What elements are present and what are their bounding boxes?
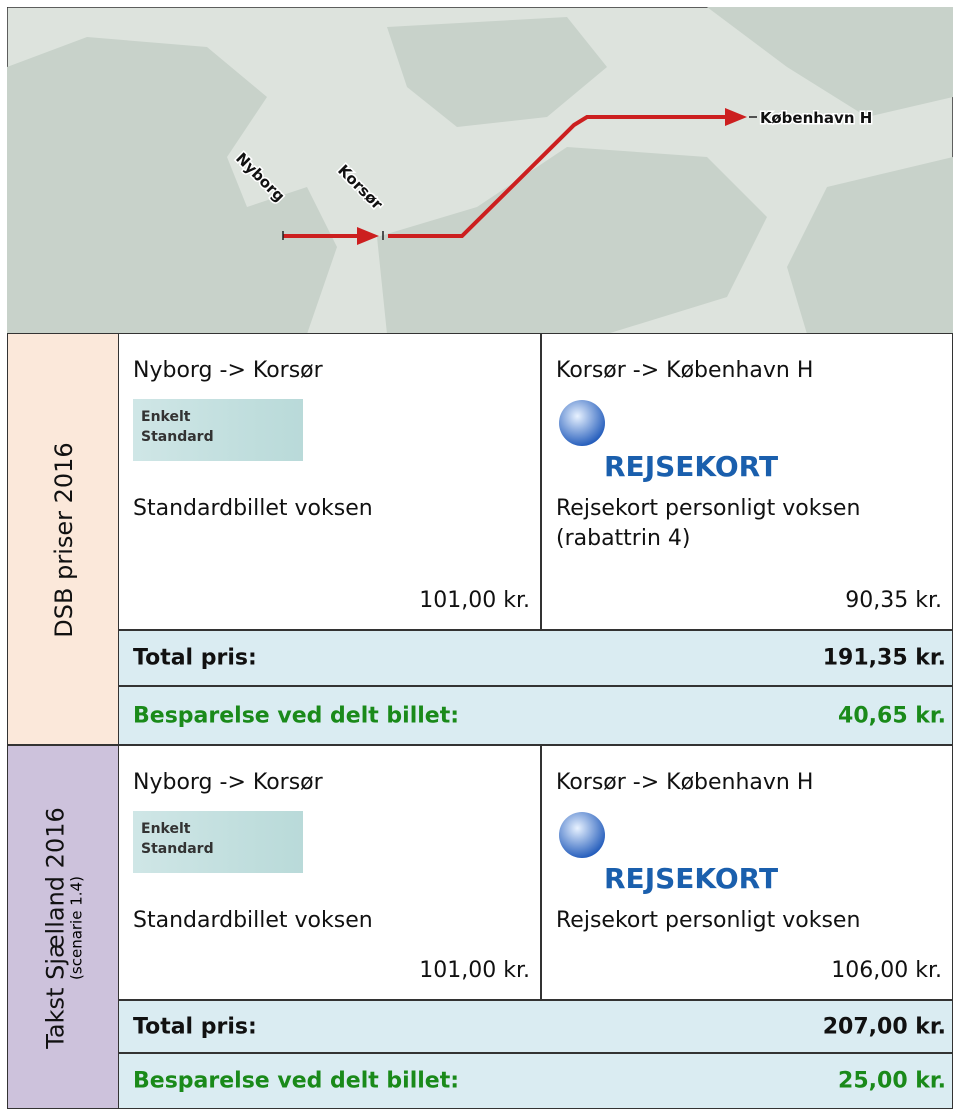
section-label: DSB priser 2016	[49, 334, 78, 746]
ticket-text: Standard	[141, 841, 214, 857]
ticket-text: Enkelt	[141, 409, 191, 425]
leg-route: Nyborg -> Korsør	[133, 358, 323, 383]
total-value: 191,35 kr.	[822, 645, 946, 671]
section-label-cell: DSB priser 2016	[7, 333, 119, 745]
total-row: Total pris: 191,35 kr.	[118, 630, 953, 686]
ticket-text: Standard	[141, 429, 214, 445]
savings-label: Besparelse ved delt billet:	[133, 1068, 460, 1094]
leg-description: Rejsekort personligt voksen (rabattrin 4…	[556, 496, 861, 551]
savings-row: Besparelse ved delt billet: 40,65 kr.	[118, 686, 953, 745]
leg-description: Standardbillet voksen	[133, 908, 373, 933]
leg-price: 90,35 kr.	[845, 588, 942, 613]
land	[7, 7, 953, 334]
section-title: DSB priser 2016	[49, 442, 78, 638]
leg-cell: Nyborg -> Korsør Enkelt Standard Standardbi…	[118, 745, 541, 1000]
savings-row: Besparelse ved delt billet: 25,00 kr.	[118, 1053, 953, 1109]
logo-text: REJSEKORT	[604, 862, 778, 895]
savings-label: Besparelse ved delt billet:	[133, 703, 460, 728]
leg-price: 101,00 kr.	[419, 588, 530, 613]
arrow	[725, 108, 747, 126]
section-sublabel: (scenarie 1.4)	[67, 876, 86, 980]
leg-description: Rejsekort personligt voksen	[556, 908, 861, 933]
total-value: 207,00 kr.	[822, 1014, 946, 1039]
logo-text: REJSEKORT	[604, 450, 778, 483]
map-label: København H	[760, 109, 872, 127]
section-label-cell: Takst Sjælland 2016 (scenarie 1.4)	[7, 745, 119, 1109]
total-label: Total pris:	[133, 645, 257, 671]
savings-value: 40,65 kr.	[838, 703, 946, 728]
route-map: Nyborg Korsør København H	[7, 7, 953, 334]
leg-description: Standardbillet voksen	[133, 496, 373, 521]
arrow	[357, 227, 379, 245]
leg-cell: Korsør -> København H REJSEKORT Rejsekort …	[541, 745, 953, 1000]
total-label: Total pris:	[133, 1014, 257, 1039]
leg-cell: Korsør -> København H REJSEKORT Rejsekort …	[541, 333, 953, 630]
leg-price: 106,00 kr.	[831, 958, 942, 983]
leg-route: Korsør -> København H	[556, 770, 814, 795]
rejsekort-logo: REJSEKORT	[559, 812, 778, 895]
rejsekort-logo: REJSEKORT	[559, 400, 778, 483]
logo-sphere	[559, 400, 605, 446]
total-row: Total pris: 207,00 kr.	[118, 1000, 953, 1053]
ticket-text: Enkelt	[141, 821, 191, 837]
station-ticks	[282, 116, 757, 240]
leg-route: Korsør -> København H	[556, 358, 814, 383]
leg-cell: Nyborg -> Korsør Enkelt Standard Standardbi…	[118, 333, 541, 630]
route-line	[283, 115, 727, 238]
leg-route: Nyborg -> Korsør	[133, 770, 323, 795]
leg-price: 101,00 kr.	[419, 958, 530, 983]
section-label: Takst Sjælland 2016 (scenarie 1.4)	[41, 746, 86, 1110]
logo-sphere	[559, 812, 605, 858]
section-title: Takst Sjælland 2016	[41, 807, 70, 1049]
ticket-image: Enkelt Standard	[133, 811, 303, 873]
savings-value: 25,00 kr.	[838, 1068, 946, 1094]
ticket-image: Enkelt Standard	[133, 399, 303, 461]
